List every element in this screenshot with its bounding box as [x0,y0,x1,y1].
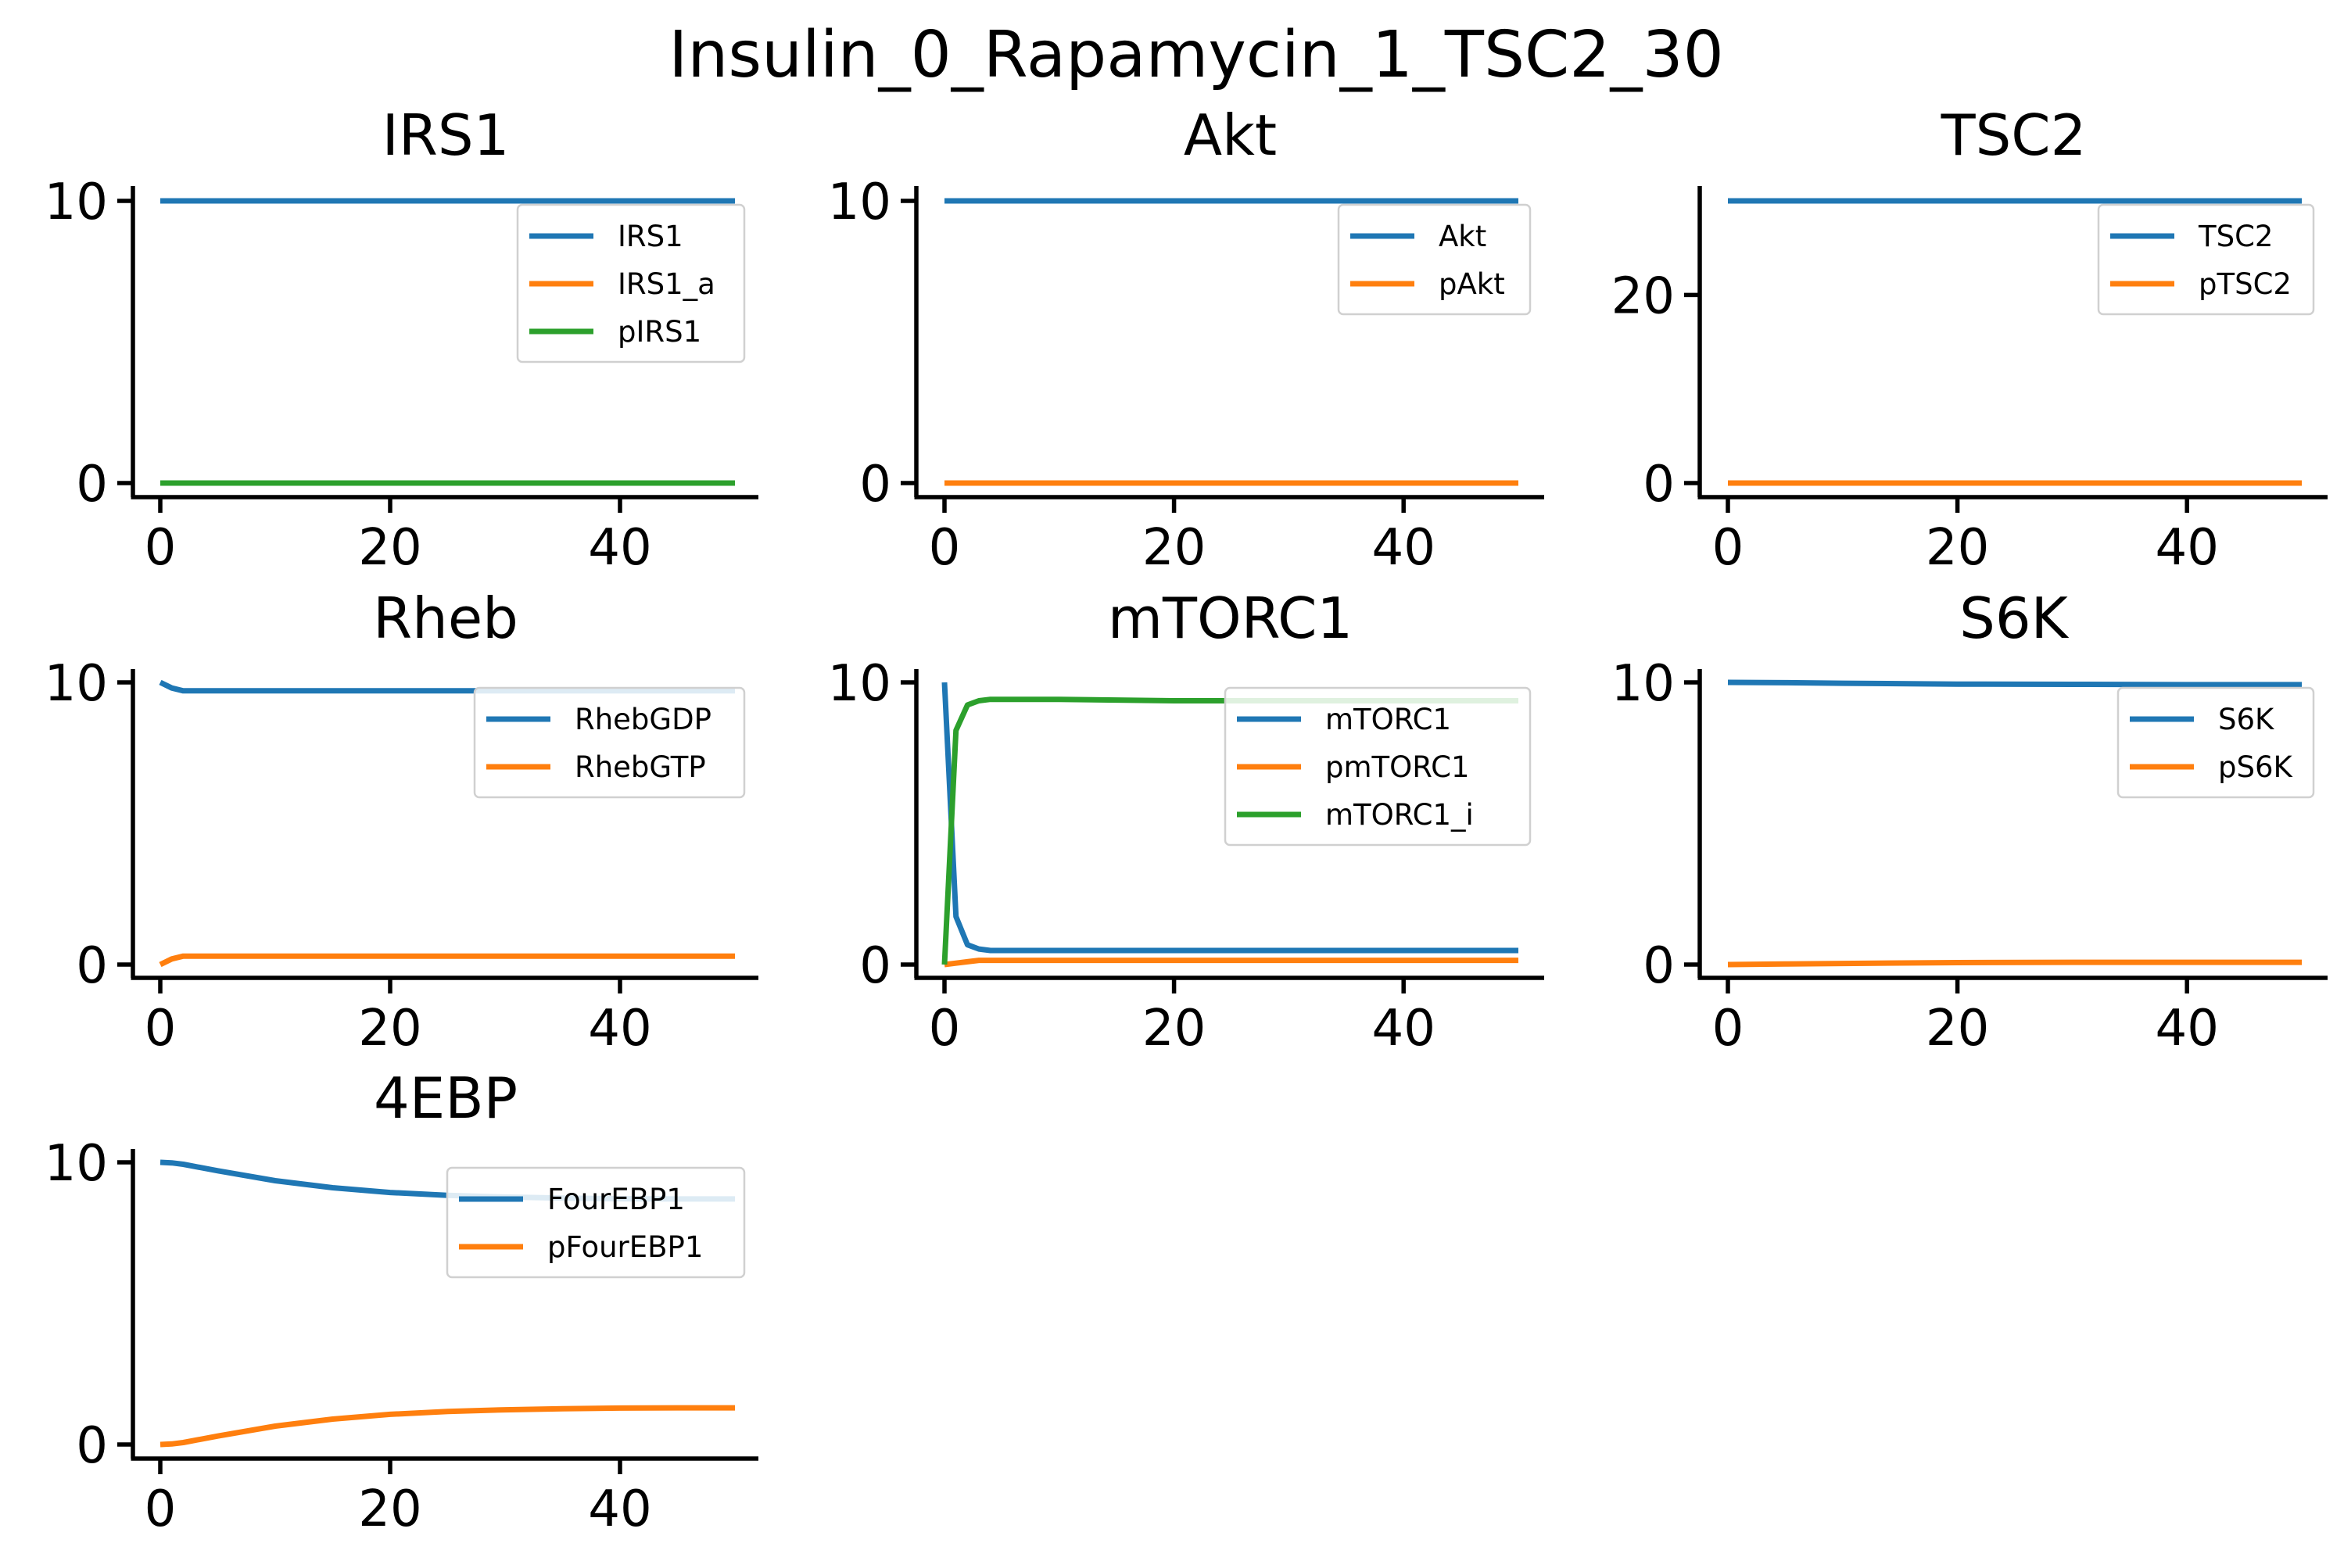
x-tick-label: 40 [1371,1000,1435,1058]
legend-label: S6K [2218,703,2275,736]
legend-label: mTORC1 [1325,703,1451,736]
legend-label: Akt [1439,220,1486,253]
x-tick-label: 20 [1926,519,1989,577]
panel-title: TSC2 [1941,102,2087,168]
series-line-pfourebp1 [160,1408,735,1444]
panel-rheb: Rheb 0 20 40 0 10 RhebGDP RhebGTP [45,585,758,1058]
legend-label: pFourEBP1 [547,1230,703,1264]
legend-label: IRS1 [618,220,683,253]
figure-title: Insulin_0_Rapamycin_1_TSC2_30 [668,18,1724,92]
x-tick-label: 20 [358,1480,421,1538]
y-tick-label: 10 [828,655,891,713]
panel-title: S6K [1959,585,2070,651]
legend: RhebGDP RhebGTP [475,688,744,797]
x-tick-label: 40 [588,1480,651,1538]
x-tick-label: 20 [358,1000,421,1058]
panel-s6k: S6K 0 20 40 0 10 S6K pS6K [1611,585,2328,1058]
y-tick-label: 0 [859,456,891,514]
legend-label: pS6K [2218,750,2294,784]
legend: Akt pAkt [1339,205,1530,314]
legend: TSC2 pTSC2 [2098,205,2314,314]
x-tick-label: 40 [588,519,651,577]
panel-title: Akt [1184,102,1277,168]
legend: IRS1 IRS1_a pIRS1 [518,205,744,362]
x-tick-label: 0 [929,519,961,577]
x-tick-label: 0 [145,1000,177,1058]
x-tick-label: 20 [358,519,421,577]
x-tick-label: 40 [2155,1000,2218,1058]
legend-label: pTSC2 [2199,267,2292,301]
y-tick-label: 0 [76,937,108,995]
y-tick-label: 10 [45,1135,108,1193]
x-tick-label: 20 [1142,1000,1206,1058]
x-tick-label: 0 [145,519,177,577]
legend-label: mTORC1_i [1325,798,1474,832]
x-tick-label: 0 [929,1000,961,1058]
legend: S6K pS6K [2118,688,2314,797]
series-line-s6k [1728,682,2302,685]
panel-title: IRS1 [382,102,510,168]
series-line-rhebgtp [160,956,735,965]
panel-title: 4EBP [374,1065,518,1131]
panel-4ebp: 4EBP 0 20 40 0 10 FourEBP1 pFourEBP1 [45,1065,758,1538]
legend-label: TSC2 [2198,220,2273,253]
x-tick-label: 0 [1712,1000,1744,1058]
legend: mTORC1 pmTORC1 mTORC1_i [1225,688,1530,845]
panel-irs1: IRS1 0 20 40 0 10 IRS1 IRS1_a pIRS1 [45,102,758,577]
panel-mtorc1: mTORC1 0 20 40 0 10 mTORC1 pmTORC1 mTORC1_i [828,585,1544,1058]
y-tick-label: 0 [859,937,891,995]
y-tick-label: 10 [1611,655,1675,713]
x-tick-label: 40 [2155,519,2218,577]
y-tick-label: 10 [828,174,891,231]
y-tick-label: 0 [76,1417,108,1475]
legend-label: pIRS1 [618,315,701,349]
legend-label: pAkt [1439,267,1505,301]
legend-label: RhebGTP [575,750,706,784]
x-tick-label: 0 [145,1480,177,1538]
y-tick-label: 0 [1643,937,1675,995]
y-tick-label: 20 [1611,267,1675,325]
y-tick-label: 0 [1643,456,1675,514]
y-tick-label: 10 [45,655,108,713]
panel-akt: Akt 0 20 40 0 10 Akt pAkt [828,102,1544,577]
panel-title: mTORC1 [1108,585,1353,651]
y-tick-label: 10 [45,174,108,231]
legend-label: RhebGDP [575,703,711,736]
panel-title: Rheb [373,585,518,651]
series-line-ps6k [1728,962,2302,965]
x-tick-label: 40 [1371,519,1435,577]
series-line-pmtorc1 [944,961,1518,965]
x-tick-label: 20 [1926,1000,1989,1058]
x-tick-label: 0 [1712,519,1744,577]
legend: FourEBP1 pFourEBP1 [447,1168,744,1277]
x-tick-label: 20 [1142,519,1206,577]
panel-tsc2: TSC2 0 20 40 0 20 TSC2 pTSC2 [1611,102,2328,577]
y-tick-label: 0 [76,456,108,514]
legend-label: pmTORC1 [1325,750,1470,784]
legend-label: IRS1_a [618,267,715,301]
legend-label: FourEBP1 [547,1183,685,1216]
x-tick-label: 40 [588,1000,651,1058]
